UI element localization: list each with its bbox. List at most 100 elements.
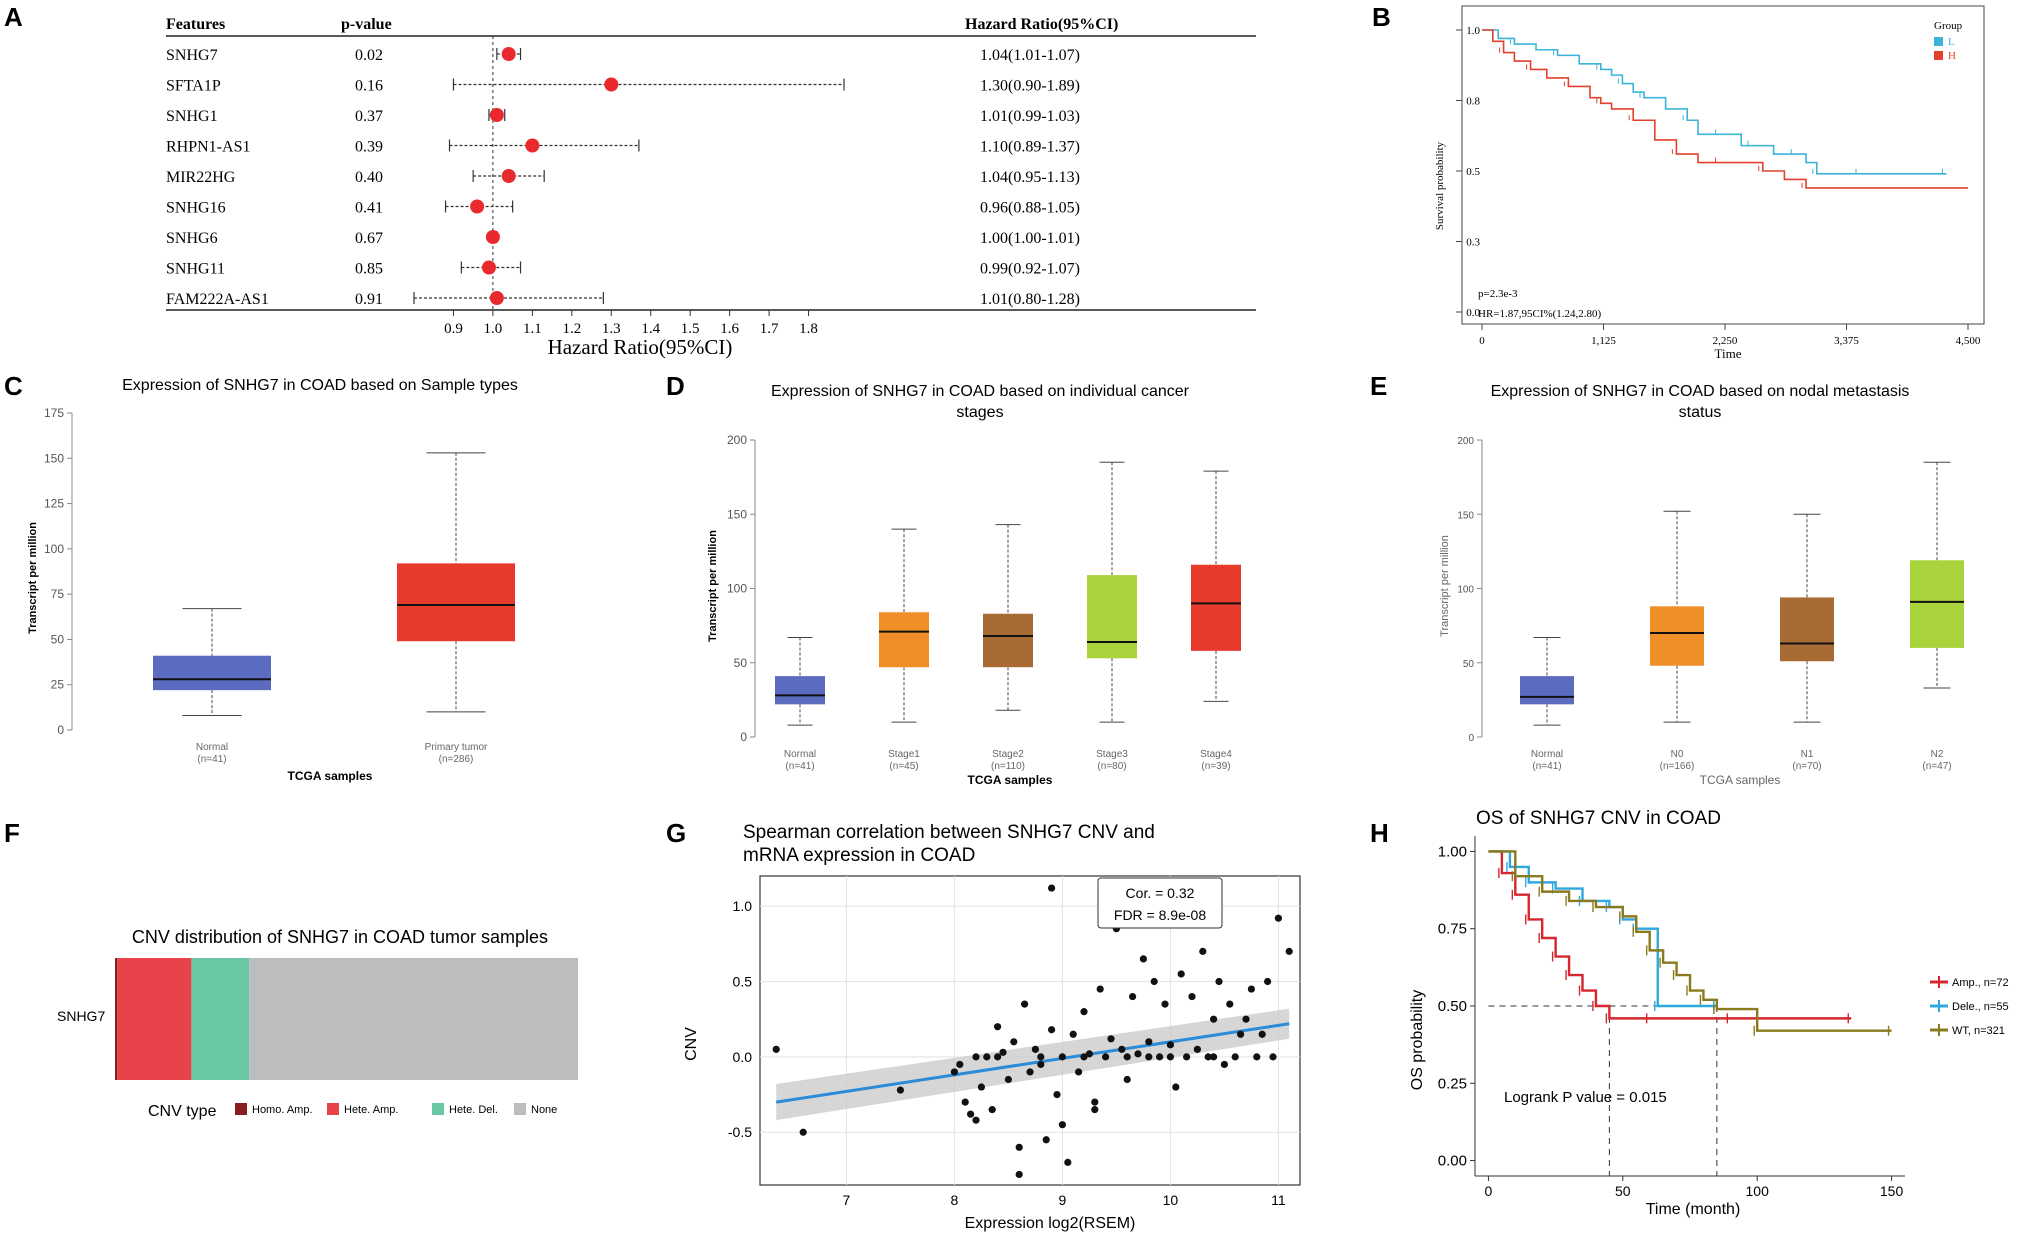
scatter-y-tick-label: 1.0 [733, 898, 753, 914]
km-h-y-tick-label: 0.75 [1438, 921, 1467, 938]
scatter-point [1004, 1075, 1013, 1084]
forest-x-tick-label: 1.4 [641, 321, 660, 337]
panel-letter-c: C [4, 371, 23, 401]
km-h-legend-label: Amp., n=72 [1952, 977, 2009, 989]
box-iqr-stage3 [1087, 575, 1137, 659]
scatter-point [1285, 947, 1293, 955]
scatter-point [956, 1060, 964, 1069]
forest-feature-label: SFTA1P [166, 78, 221, 95]
scatter-point [1204, 1053, 1212, 1061]
scatter-point [977, 1083, 986, 1091]
cnv-legend-swatch [327, 1103, 339, 1115]
scatter-point [1193, 1045, 1201, 1053]
forest-pvalue: 0.02 [355, 47, 383, 64]
scatter-point [1199, 947, 1207, 955]
cnv-bar-panel: CNV distribution of SNHG7 in COAD tumor … [57, 927, 578, 1120]
box-iqr-normal [775, 676, 825, 705]
box-y-tick-label: 150 [1457, 510, 1474, 521]
scatter-point [1075, 1068, 1083, 1076]
scatter-point [1274, 914, 1282, 922]
box-d-y-label: Transcript per million [707, 530, 719, 642]
panel-letter-g: G [666, 818, 686, 848]
km-b-pvalue: p=2.3e-3 [1478, 288, 1518, 300]
cnv-legend-label: Hete. Amp. [344, 1104, 398, 1116]
km-b-y-tick-label: 0.5 [1466, 166, 1480, 178]
panel-letter-h: H [1370, 818, 1389, 848]
scatter-point [1021, 1000, 1029, 1008]
scatter-point [1242, 1015, 1250, 1023]
box-e-y-label: Transcript per million [1439, 535, 1451, 637]
scatter-point [972, 1053, 980, 1061]
forest-hr-label: 1.01(0.80-1.28) [980, 291, 1080, 308]
cnv-legend-label: None [531, 1104, 557, 1116]
cnv-legend-label: Hete. Del. [449, 1104, 498, 1116]
scatter-point [1139, 955, 1147, 963]
scatter-point [1172, 1083, 1180, 1091]
box-category-label: N2 [1931, 749, 1944, 760]
box-iqr-n2 [1910, 560, 1964, 648]
forest-feature-label: SNHG6 [166, 230, 218, 247]
forest-pvalue: 0.85 [355, 261, 383, 278]
forest-feature-label: SNHG1 [166, 108, 218, 125]
forest-pvalue: 0.39 [355, 139, 383, 156]
cnv-segment-hete-del- [191, 958, 250, 1080]
forest-x-tick-label: 1.5 [681, 321, 700, 337]
forest-hr-label: 0.96(0.88-1.05) [980, 200, 1080, 217]
scatter-point [1145, 1038, 1153, 1046]
box-y-tick-label: 200 [727, 433, 747, 447]
box-count-label: (n=286) [439, 754, 474, 765]
box-iqr-n1 [1780, 597, 1834, 662]
km-h-legend-label: WT, n=321 [1952, 1025, 2005, 1037]
forest-pvalue: 0.37 [355, 108, 383, 125]
scatter-point [994, 1053, 1002, 1061]
scatter-point [1220, 1060, 1228, 1069]
km-b-y-tick-label: 0.0 [1466, 307, 1480, 319]
box-category-label: Normal [196, 742, 228, 753]
forest-point [525, 138, 540, 153]
km-b-y-tick-label: 0.8 [1466, 96, 1480, 108]
km-h-y-tick-label: 0.00 [1438, 1153, 1467, 1170]
km-b-y-label: Survival probability [1434, 141, 1446, 230]
km-h-curve [1488, 850, 1852, 1020]
box-category-label: N0 [1671, 749, 1684, 760]
scatter-point [1150, 977, 1158, 986]
scatter-stats-box [1097, 877, 1223, 929]
panel-letter-a: A [4, 2, 23, 32]
scatter-point [1210, 1053, 1218, 1061]
box-d-title-line1: Expression of SNHG7 in COAD based on ind… [771, 383, 1190, 400]
scatter-point [961, 1098, 969, 1106]
km-b-legend-swatch [1934, 51, 1943, 60]
forest-point [470, 199, 485, 214]
scatter-point [1048, 1026, 1056, 1034]
km-h-curve [1488, 850, 1892, 1032]
box-e-title-line1: Expression of SNHG7 in COAD based on nod… [1491, 383, 1910, 400]
km-h-title: OS of SNHG7 CNV in COAD [1476, 808, 1721, 829]
scatter-point [1123, 1075, 1131, 1084]
box-d-x-label: TCGA samples [968, 773, 1053, 787]
forest-feature-label: SNHG7 [166, 47, 218, 64]
box-y-tick-label: 100 [44, 542, 64, 556]
box-category-label: N1 [1801, 749, 1814, 760]
scatter-point [1188, 992, 1196, 1001]
panel-letter-d: D [666, 371, 685, 401]
scatter-point [1015, 1170, 1023, 1179]
box-y-tick-label: 100 [727, 582, 747, 596]
km-h-x-label: Time (month) [1646, 1201, 1741, 1218]
forest-header-pvalue: p-value [341, 16, 392, 33]
scatter-point [1053, 1090, 1061, 1099]
scatter-point [1215, 977, 1223, 986]
scatter-point [972, 1116, 980, 1124]
box-y-tick-label: 0 [57, 723, 64, 737]
box-plot-e-panel: Expression of SNHG7 in COAD based on nod… [1439, 383, 1964, 787]
scatter-point [1102, 1053, 1110, 1061]
scatter-point [983, 1053, 991, 1061]
scatter-point [1037, 1053, 1045, 1061]
cnv-legend-swatch [514, 1103, 526, 1115]
box-count-label: (n=80) [1097, 761, 1126, 772]
km-b-frame [1461, 5, 1985, 325]
box-iqr-stage1 [879, 612, 929, 668]
panel-letter-b: B [1372, 2, 1391, 32]
scatter-point [1145, 1053, 1153, 1061]
box-count-label: (n=47) [1922, 761, 1951, 772]
